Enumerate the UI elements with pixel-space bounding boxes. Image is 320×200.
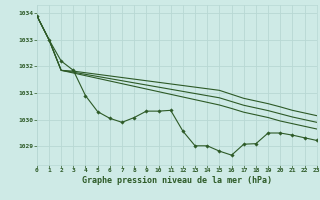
X-axis label: Graphe pression niveau de la mer (hPa): Graphe pression niveau de la mer (hPa)	[82, 176, 272, 185]
